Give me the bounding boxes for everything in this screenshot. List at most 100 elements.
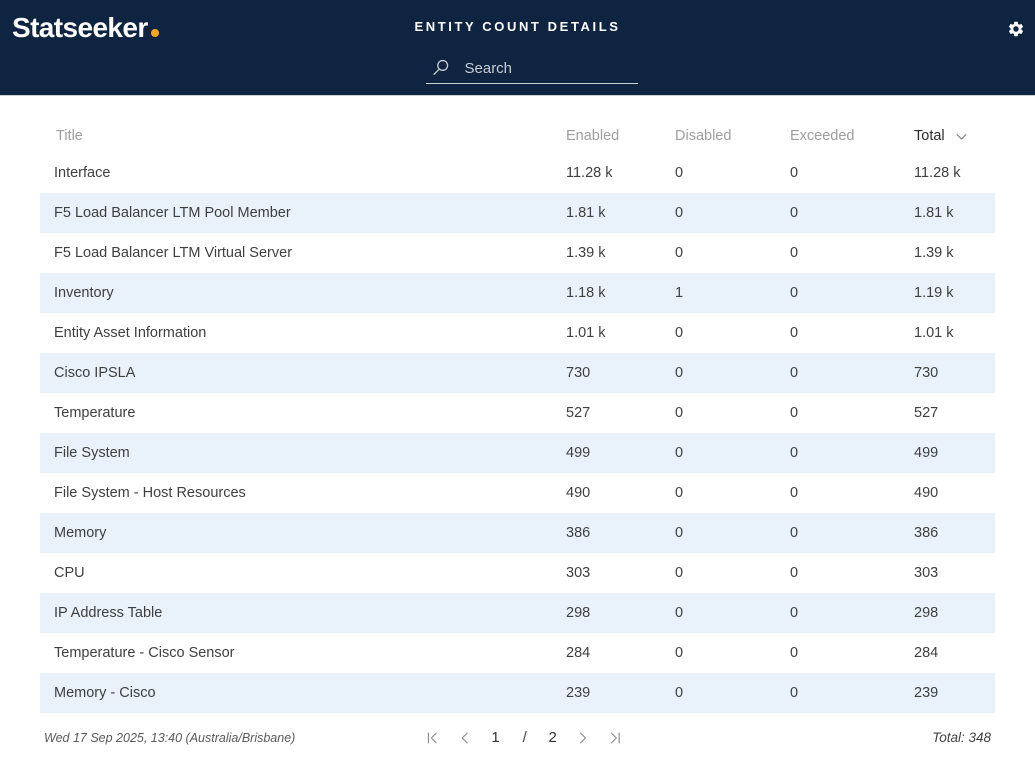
table-row[interactable]: File System - Host Resources 490 0 0 490 xyxy=(40,473,995,513)
cell-enabled: 1.39 k xyxy=(566,245,606,261)
cell-exceeded: 0 xyxy=(790,245,799,261)
table-row[interactable]: F5 Load Balancer LTM Virtual Server 1.39… xyxy=(40,233,995,273)
cell-title: Temperature xyxy=(54,405,136,421)
logo-dot xyxy=(150,29,159,37)
cell-disabled: 0 xyxy=(675,685,684,701)
last-page-button[interactable] xyxy=(604,727,626,749)
cell-enabled: 1.01 k xyxy=(566,325,606,341)
chevron-left-icon xyxy=(461,732,468,743)
table-row[interactable]: Interface 11.28 k 0 0 11.28 k xyxy=(40,153,995,193)
statseeker-logo[interactable]: Statseeker xyxy=(12,12,159,44)
column-header-total-label: Total xyxy=(914,128,945,144)
cell-exceeded: 0 xyxy=(790,365,799,381)
cell-total: 1.01 k xyxy=(914,325,954,341)
cell-total: 239 xyxy=(914,685,939,701)
cell-exceeded: 0 xyxy=(790,605,799,621)
table-row[interactable]: Memory 386 0 0 386 xyxy=(40,513,995,553)
cell-title: Interface xyxy=(54,165,111,181)
cell-enabled: 303 xyxy=(566,565,591,581)
cell-exceeded: 0 xyxy=(790,685,799,701)
cell-exceeded: 0 xyxy=(790,485,799,501)
cell-disabled: 0 xyxy=(675,245,684,261)
column-header-title[interactable]: Title xyxy=(56,128,83,144)
cell-enabled: 499 xyxy=(566,445,591,461)
search-icon xyxy=(432,59,448,76)
cell-enabled: 1.81 k xyxy=(566,205,606,221)
last-page-icon xyxy=(610,732,620,743)
cell-disabled: 0 xyxy=(675,645,684,661)
cell-exceeded: 0 xyxy=(790,325,799,341)
column-header-exceeded[interactable]: Exceeded xyxy=(790,128,855,144)
cell-enabled: 490 xyxy=(566,485,591,501)
cell-exceeded: 0 xyxy=(790,445,799,461)
cell-disabled: 0 xyxy=(675,525,684,541)
cell-exceeded: 0 xyxy=(790,285,799,301)
cell-enabled: 527 xyxy=(566,405,591,421)
cell-disabled: 0 xyxy=(675,445,684,461)
cell-total: 527 xyxy=(914,405,939,421)
previous-page-button[interactable] xyxy=(453,727,475,749)
cell-title: Memory - Cisco xyxy=(54,685,156,701)
cell-exceeded: 0 xyxy=(790,565,799,581)
top-bar: Statseeker ENTITY COUNT DETAILS xyxy=(0,0,1035,96)
cell-title: Memory xyxy=(54,525,107,541)
logo-text: Statseeker xyxy=(12,12,148,43)
table-row[interactable]: File System 499 0 0 499 xyxy=(40,433,995,473)
first-page-button[interactable] xyxy=(421,727,443,749)
cell-total: 499 xyxy=(914,445,939,461)
cell-enabled: 386 xyxy=(566,525,591,541)
next-page-button[interactable] xyxy=(572,727,594,749)
entity-count-table: Title Enabled Disabled Exceeded Total In… xyxy=(40,96,995,713)
cell-exceeded: 0 xyxy=(790,525,799,541)
table-row[interactable]: CPU 303 0 0 303 xyxy=(40,553,995,593)
cell-title: Temperature - Cisco Sensor xyxy=(54,645,235,661)
table-row[interactable]: Entity Asset Information 1.01 k 0 0 1.01… xyxy=(40,313,995,353)
table-row[interactable]: F5 Load Balancer LTM Pool Member 1.81 k … xyxy=(40,193,995,233)
cell-title: Inventory xyxy=(54,285,114,301)
cell-total: 284 xyxy=(914,645,939,661)
report-timestamp: Wed 17 Sep 2025, 13:40 (Australia/Brisba… xyxy=(44,730,296,745)
total-count: Total: 348 xyxy=(932,730,991,745)
cell-enabled: 11.28 k xyxy=(566,165,613,181)
cell-disabled: 0 xyxy=(675,365,684,381)
cell-title: F5 Load Balancer LTM Pool Member xyxy=(54,205,291,221)
table-row[interactable]: Inventory 1.18 k 1 0 1.19 k xyxy=(40,273,995,313)
table-body: Interface 11.28 k 0 0 11.28 k F5 Load Ba… xyxy=(40,153,995,713)
cell-total: 298 xyxy=(914,605,939,621)
column-header-enabled[interactable]: Enabled xyxy=(566,128,620,144)
cell-total: 1.39 k xyxy=(914,245,954,261)
cell-enabled: 239 xyxy=(566,685,591,701)
last-page-number: 2 xyxy=(548,729,557,746)
current-page-field[interactable]: 1 xyxy=(491,729,500,746)
cell-title: CPU xyxy=(54,565,85,581)
first-page-icon xyxy=(427,732,437,743)
table-row[interactable]: Temperature 527 0 0 527 xyxy=(40,393,995,433)
cell-disabled: 0 xyxy=(675,325,684,341)
cell-disabled: 0 xyxy=(675,405,684,421)
column-header-total[interactable]: Total xyxy=(914,128,995,144)
cell-total: 490 xyxy=(914,485,939,501)
cell-enabled: 730 xyxy=(566,365,591,381)
page-separator: / xyxy=(522,729,527,746)
cell-disabled: 0 xyxy=(675,205,684,221)
cell-title: Entity Asset Information xyxy=(54,325,207,341)
cell-disabled: 0 xyxy=(675,565,684,581)
settings-gear-icon[interactable] xyxy=(1005,18,1027,40)
cell-title: File System xyxy=(54,445,130,461)
cell-total: 1.19 k xyxy=(914,285,954,301)
cell-disabled: 1 xyxy=(675,285,684,301)
table-row[interactable]: Cisco IPSLA 730 0 0 730 xyxy=(40,353,995,393)
column-header-disabled[interactable]: Disabled xyxy=(675,128,732,144)
search-field[interactable] xyxy=(425,54,664,84)
cell-exceeded: 0 xyxy=(790,165,799,181)
table-row[interactable]: IP Address Table 298 0 0 298 xyxy=(40,593,995,633)
cell-disabled: 0 xyxy=(675,485,684,501)
table-row[interactable]: Memory - Cisco 239 0 0 239 xyxy=(40,673,995,713)
page-title: ENTITY COUNT DETAILS xyxy=(414,19,621,34)
cell-disabled: 0 xyxy=(675,605,684,621)
cell-exceeded: 0 xyxy=(790,205,799,221)
cell-enabled: 1.18 k xyxy=(566,285,606,301)
cell-total: 303 xyxy=(914,565,939,581)
search-input[interactable] xyxy=(464,60,664,77)
table-row[interactable]: Temperature - Cisco Sensor 284 0 0 284 xyxy=(40,633,995,673)
